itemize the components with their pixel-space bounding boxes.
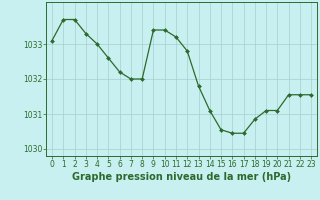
X-axis label: Graphe pression niveau de la mer (hPa): Graphe pression niveau de la mer (hPa) xyxy=(72,172,291,182)
